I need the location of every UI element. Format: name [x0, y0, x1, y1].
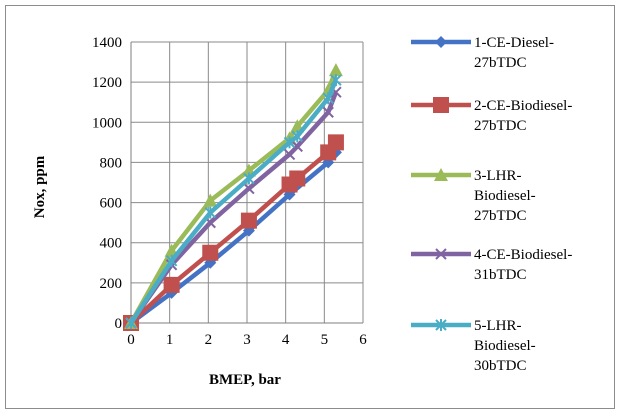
y-tick-label: 200: [100, 276, 123, 292]
legend-swatch-marker: [435, 36, 447, 48]
data-point: [322, 92, 334, 105]
x-tick-label: 5: [321, 332, 329, 348]
legend-label: 1-CE-Diesel-: [474, 35, 554, 51]
data-point: [330, 74, 342, 87]
data-point: [163, 276, 180, 293]
legend-item-4: 4-CE-Biodiesel- 31bTDC: [411, 247, 572, 283]
data-point: [327, 134, 344, 151]
legend-label: 27bTDC: [474, 118, 527, 134]
data-point: [243, 182, 255, 195]
series-line: [129, 91, 339, 325]
data-point: [125, 317, 137, 329]
legend: 1-CE-Diesel-27bTDC2-CE-Biodiesel-27bTDC3…: [411, 35, 572, 374]
x-axis-title: BMEP, bar: [209, 372, 281, 388]
data-point: [204, 206, 216, 219]
legend-item-3: 3-LHR- Biodiesel- 27bTDC: [411, 168, 536, 224]
legend-label: Biodiesel-: [474, 338, 536, 354]
legend-label: 27bTDC: [474, 208, 527, 224]
marker-stroke: [204, 216, 216, 229]
data-point: [322, 106, 334, 118]
series-1: [125, 146, 342, 329]
marker-stroke: [435, 248, 447, 260]
y-tick-label: 400: [100, 236, 123, 252]
series-line: [129, 69, 339, 325]
marker-stroke: [291, 140, 303, 153]
series-5: [125, 74, 342, 329]
legend-label: 30bTDC: [474, 358, 527, 374]
y-tick-label: 600: [100, 196, 123, 212]
legend-label: Biodiesel-: [474, 188, 536, 204]
y-tick-label: 1200: [92, 75, 122, 91]
x-tick-label: 0: [127, 332, 135, 348]
data-point: [240, 212, 257, 229]
data-point: [203, 193, 218, 207]
legend-swatch-marker: [434, 168, 448, 181]
legend-item-5: 5-LHR- Biodiesel- 30bTDC: [411, 318, 536, 374]
x-tick-label: 6: [359, 332, 367, 348]
plot-area: [123, 63, 344, 331]
y-axis-title: Nox, ppm: [32, 155, 48, 218]
marker-stroke: [330, 86, 342, 98]
axes: 0 200 400 600 800 1000 1200 1400 0 1 2 3 4 5 6: [92, 35, 367, 348]
legend-item-2: 2-CE-Biodiesel- 27bTDC: [411, 97, 572, 134]
legend-swatch-marker: [435, 319, 447, 331]
data-point: [202, 244, 219, 261]
x-tick-label: 1: [166, 332, 174, 348]
legend-item-1: 1-CE-Diesel- 27bTDC: [411, 35, 554, 71]
marker-stroke: [322, 106, 334, 118]
series-2: [123, 134, 344, 331]
data-point: [328, 63, 343, 77]
x-tick-label: 3: [243, 332, 251, 348]
legend-label: 27bTDC: [474, 55, 527, 71]
y-tick-label: 800: [100, 155, 123, 171]
legend-label: 2-CE-Biodiesel-: [474, 98, 572, 114]
y-tick-label: 1400: [92, 35, 122, 51]
legend-label: 3-LHR-: [474, 168, 522, 184]
data-point: [283, 136, 296, 149]
data-point: [243, 172, 255, 185]
x-tick-label: 2: [205, 332, 213, 348]
x-tick-label: 4: [282, 332, 290, 348]
legend-swatch-marker: [433, 97, 449, 113]
y-tick-label: 0: [115, 316, 123, 332]
legend-label: 4-CE-Biodiesel-: [474, 247, 572, 263]
data-point: [291, 130, 303, 143]
series-line: [129, 79, 338, 325]
legend-label: 31bTDC: [474, 267, 527, 283]
data-point: [291, 140, 303, 153]
series-line: [129, 141, 338, 325]
marker-stroke: [243, 182, 255, 195]
data-point: [289, 170, 306, 187]
chart-frame: [5, 5, 615, 409]
legend-label: 5-LHR-: [474, 318, 522, 334]
data-point: [165, 254, 178, 267]
y-tick-label: 1000: [92, 115, 122, 131]
legend-swatch-marker: [435, 248, 447, 260]
